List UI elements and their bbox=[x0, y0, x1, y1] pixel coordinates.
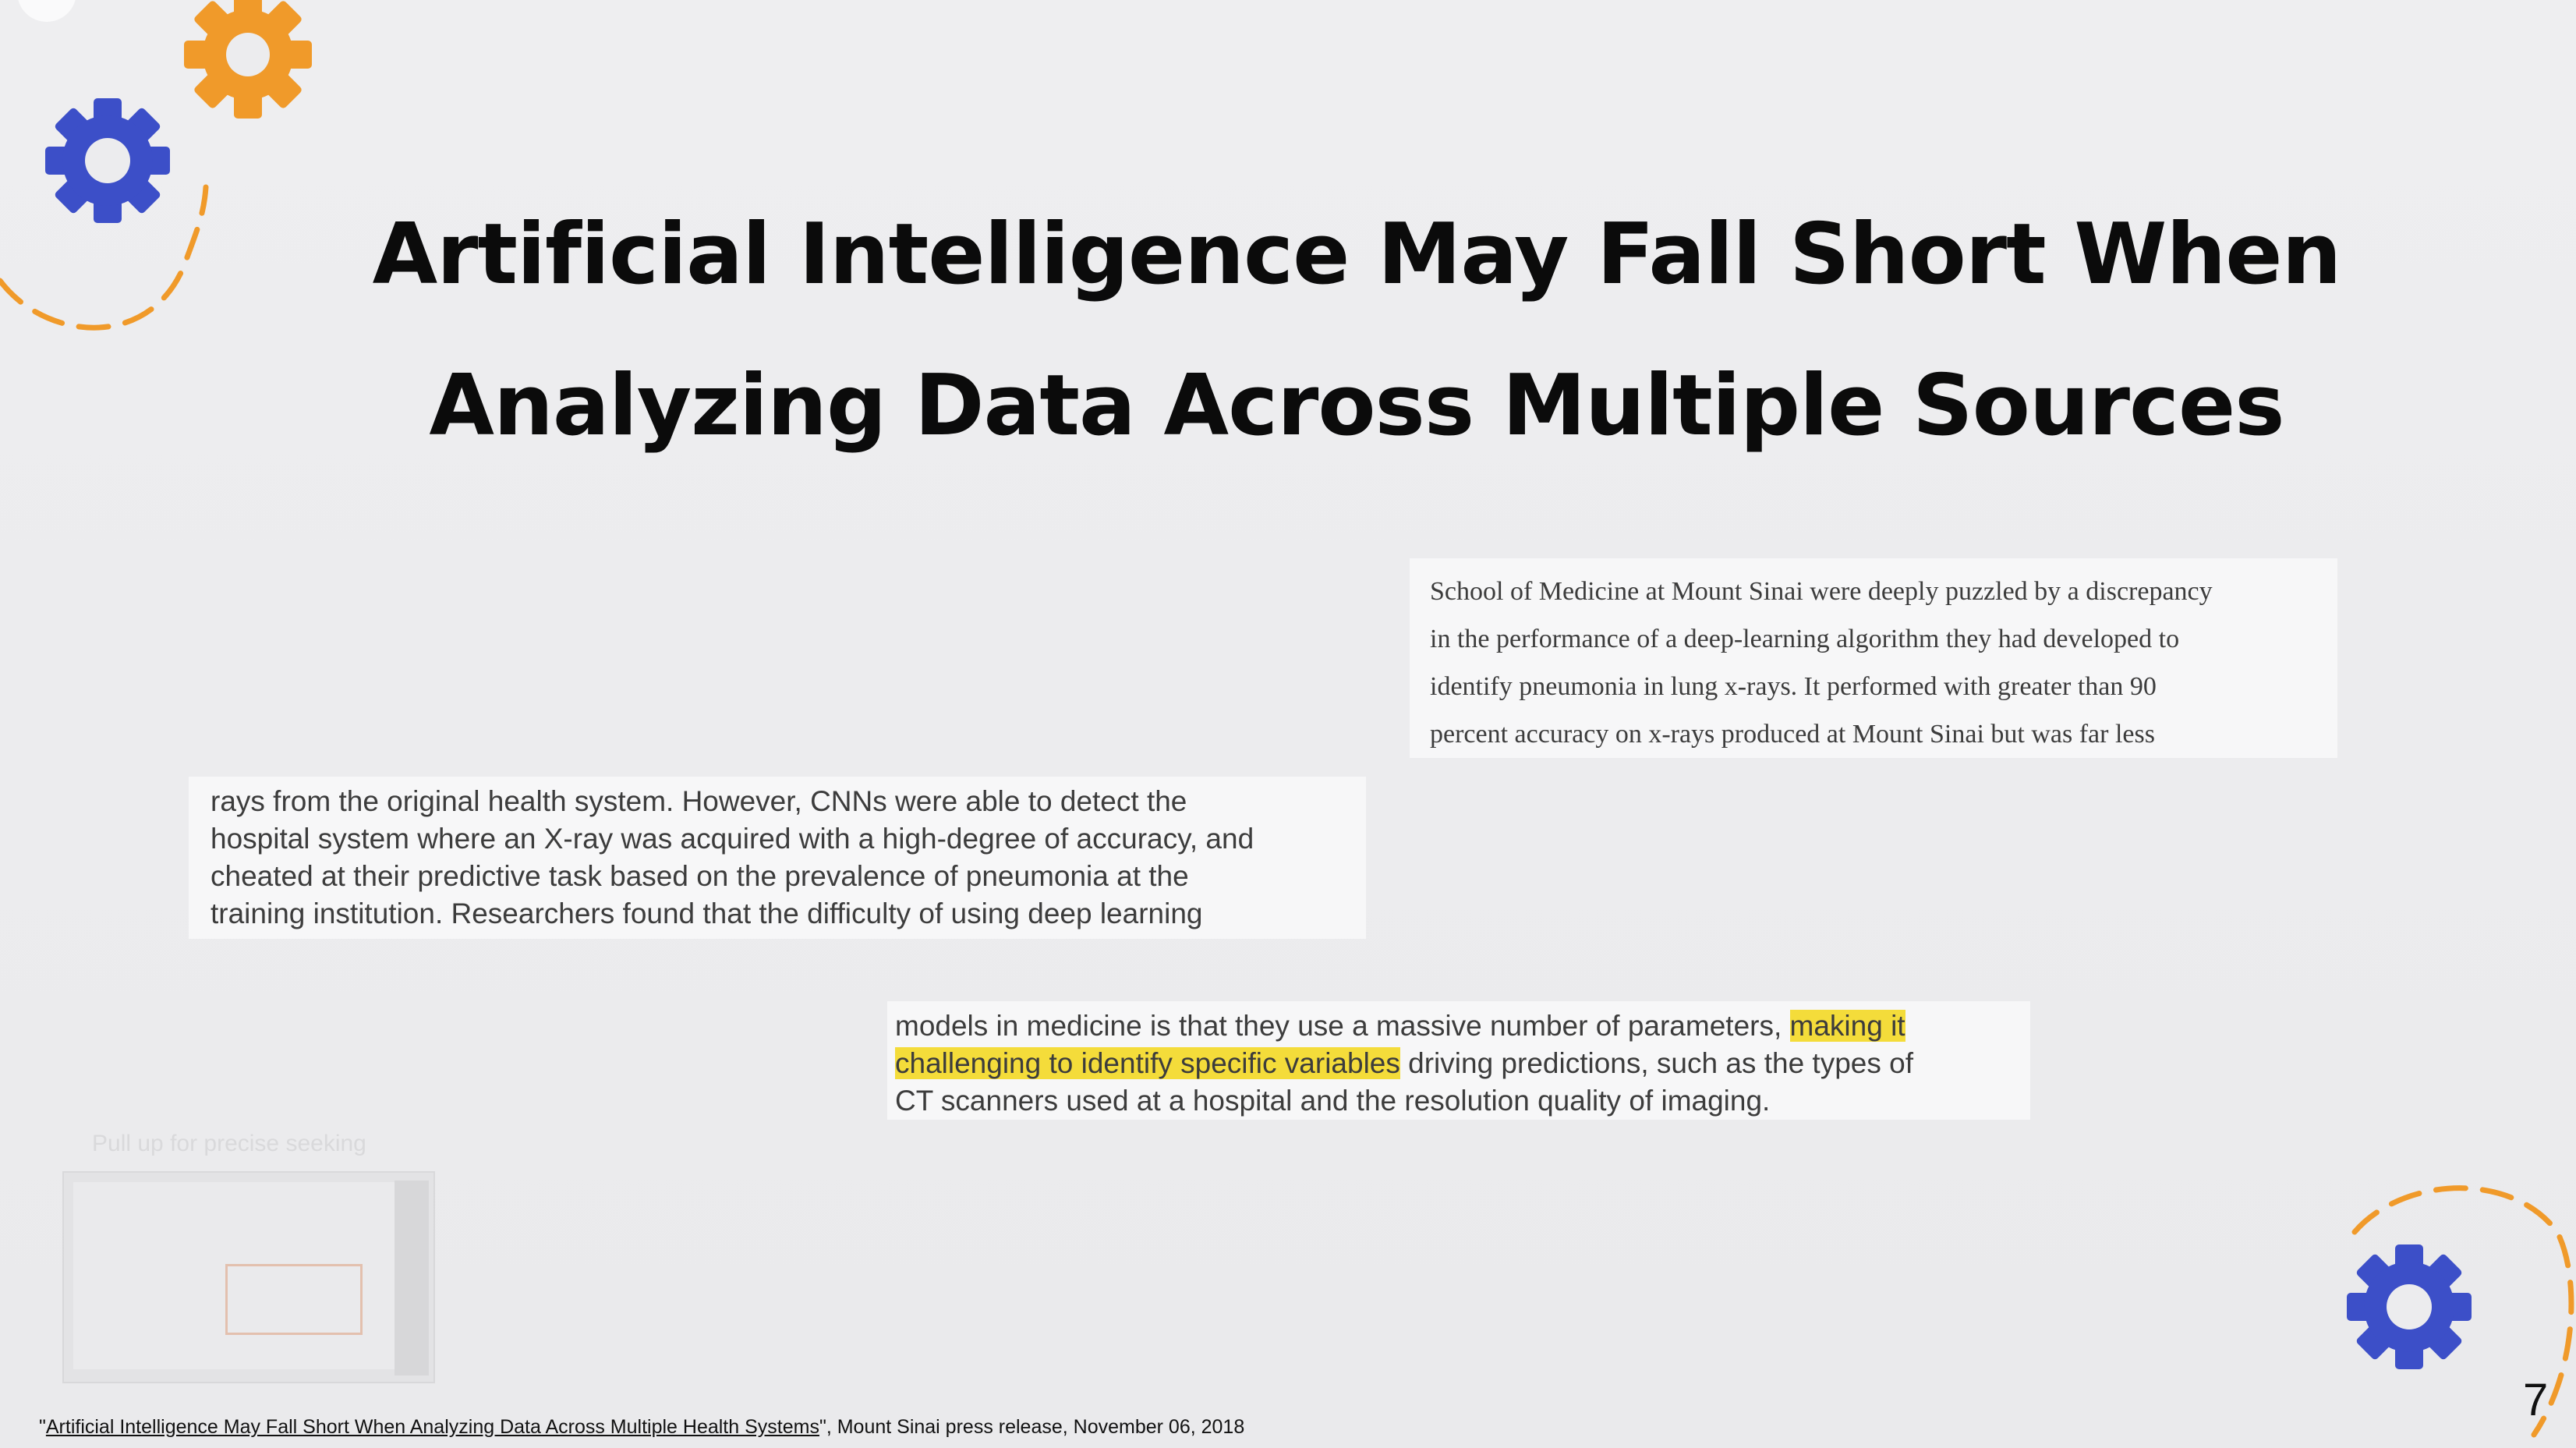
excerpt-line: rays from the original health system. Ho… bbox=[211, 785, 1187, 817]
citation-source: ", Mount Sinai press release, November 0… bbox=[819, 1416, 1245, 1438]
seek-hint: Pull up for precise seeking bbox=[92, 1131, 366, 1156]
player-corner-icon bbox=[18, 0, 76, 22]
thumbnail-highlight-box bbox=[225, 1264, 363, 1335]
highlighted-text: making it bbox=[1789, 1010, 1905, 1042]
excerpt-line: models in medicine is that they use a ma… bbox=[895, 1007, 2022, 1045]
article-excerpt-2: rays from the original health system. Ho… bbox=[189, 777, 1366, 939]
excerpt-line: CT scanners used at a hospital and the r… bbox=[895, 1085, 1771, 1117]
article-excerpt-1: School of Medicine at Mount Sinai were d… bbox=[1410, 558, 2337, 758]
citation-link[interactable]: Artificial Intelligence May Fall Short W… bbox=[45, 1416, 819, 1438]
citation: "Artificial Intelligence May Fall Short … bbox=[39, 1416, 1244, 1439]
gear-icon-blue-bottom bbox=[2347, 1244, 2472, 1369]
dashed-arc-bottom-right bbox=[2351, 1185, 2574, 1438]
excerpt-text: driving predictions, such as the types o… bbox=[1399, 1047, 1913, 1079]
slide-title-line: Artificial Intelligence May Fall Short W… bbox=[372, 206, 2342, 303]
seek-preview-thumbnail[interactable] bbox=[62, 1171, 435, 1383]
excerpt-line: training institution. Researchers found … bbox=[211, 897, 1203, 929]
gear-icon-orange bbox=[184, 0, 312, 119]
excerpt-line: hospital system where an X-ray was acqui… bbox=[211, 823, 1254, 855]
excerpt-line: percent accuracy on x-rays produced at M… bbox=[1430, 720, 2155, 749]
citation-quote: " bbox=[39, 1416, 46, 1438]
gear-icon-blue bbox=[45, 98, 170, 223]
slide-title-line: Analyzing Data Across Multiple Sources bbox=[429, 357, 2284, 455]
excerpt-line: in the performance of a deep-learning al… bbox=[1430, 625, 2180, 653]
excerpt-line: identify pneumonia in lung x-rays. It pe… bbox=[1430, 672, 2157, 701]
page-number: 7 bbox=[2523, 1375, 2549, 1425]
article-excerpt-3: models in medicine is that they use a ma… bbox=[887, 1001, 2030, 1120]
dashed-arc-top-left bbox=[0, 184, 209, 331]
excerpt-line: cheated at their predictive task based o… bbox=[211, 860, 1189, 892]
thumbnail-frame bbox=[73, 1182, 401, 1369]
thumbnail-side-strip bbox=[395, 1181, 429, 1375]
highlighted-text: challenging to identify specific variabl… bbox=[895, 1047, 1400, 1079]
slide-title: Artificial Intelligence May Fall Short W… bbox=[327, 179, 2386, 482]
excerpt-text: models in medicine is that they use a ma… bbox=[895, 1010, 1790, 1042]
excerpt-line: challenging to identify specific variabl… bbox=[895, 1045, 2022, 1082]
excerpt-line: School of Medicine at Mount Sinai were d… bbox=[1430, 577, 2213, 606]
